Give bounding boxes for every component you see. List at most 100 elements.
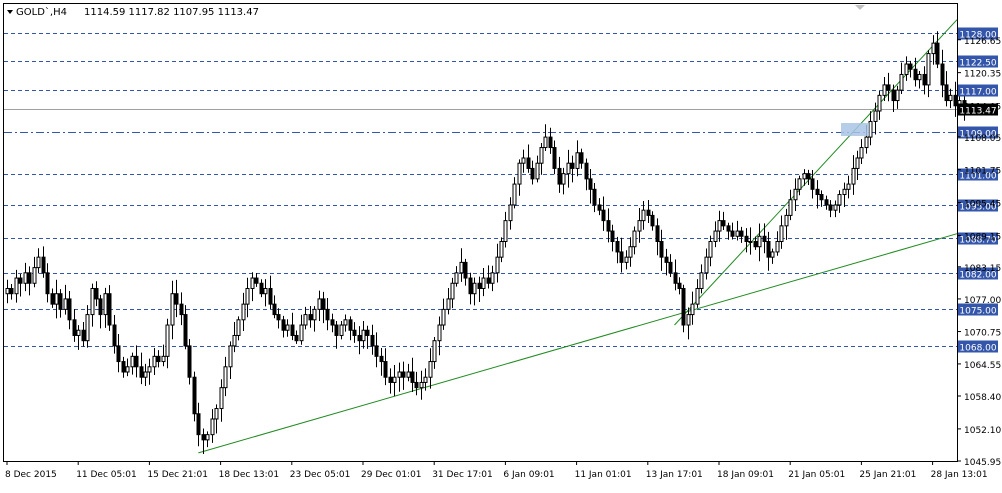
- candle-body: [793, 188, 798, 201]
- candle: [686, 307, 691, 340]
- level-tag: [958, 232, 998, 245]
- candle: [708, 235, 713, 267]
- candle: [548, 127, 553, 154]
- candle: [713, 221, 718, 248]
- candle-body: [54, 293, 59, 305]
- candle-body: [210, 418, 215, 436]
- candle: [797, 175, 802, 196]
- candle-body: [846, 183, 851, 190]
- candle-body: [165, 324, 170, 357]
- candle: [570, 155, 575, 183]
- candle: [5, 279, 10, 304]
- plot-frame: [3, 3, 958, 462]
- selection-box[interactable]: [841, 123, 869, 136]
- candle: [655, 218, 660, 256]
- candle: [410, 357, 415, 392]
- candle: [815, 180, 820, 209]
- candle-body: [637, 220, 642, 232]
- candle: [214, 404, 219, 434]
- candle-body: [641, 209, 646, 222]
- candle: [748, 227, 753, 255]
- candle-body: [14, 277, 19, 295]
- candle-body: [450, 282, 455, 300]
- x-tick-label: 8 Dec 2015: [5, 470, 57, 480]
- candle: [170, 280, 175, 340]
- level-tag-label: 1101.00: [959, 172, 996, 182]
- chart-shift-icon[interactable]: [855, 5, 865, 10]
- candle: [161, 344, 166, 367]
- candle: [477, 276, 482, 303]
- candle-body: [953, 94, 958, 107]
- candle-body: [855, 157, 860, 169]
- symbol-dropdown-icon[interactable]: [7, 10, 13, 14]
- candle-body: [588, 178, 593, 190]
- candle: [566, 149, 571, 188]
- candle-body: [9, 287, 14, 295]
- candle: [112, 314, 117, 354]
- candle: [490, 265, 495, 292]
- candle: [281, 315, 286, 338]
- candle-body: [508, 204, 513, 222]
- candle-body: [859, 147, 864, 159]
- candle: [401, 361, 406, 390]
- candle-body: [259, 282, 264, 295]
- candle: [833, 200, 838, 218]
- candle: [624, 250, 629, 270]
- candle: [107, 285, 112, 331]
- candle: [855, 150, 860, 181]
- candle: [673, 259, 678, 291]
- candle: [512, 177, 517, 209]
- candle-body: [245, 287, 250, 305]
- candle-body: [125, 366, 130, 373]
- candle-body: [201, 434, 206, 441]
- candle: [886, 72, 891, 102]
- candle: [414, 371, 419, 396]
- candle: [334, 321, 339, 349]
- candle: [615, 236, 620, 264]
- candle-body: [374, 345, 379, 357]
- candle: [370, 324, 375, 355]
- candle: [308, 305, 313, 328]
- candle-body: [802, 173, 807, 180]
- candle-body: [272, 303, 277, 316]
- candle-body: [299, 324, 304, 342]
- candle-body: [370, 334, 375, 347]
- candle: [557, 156, 562, 193]
- candle: [236, 316, 241, 341]
- candle-body: [112, 324, 117, 347]
- candle: [245, 277, 250, 318]
- candle: [646, 200, 651, 223]
- candle-body: [521, 157, 526, 164]
- candle: [325, 297, 330, 331]
- candle: [668, 254, 673, 277]
- candle-body: [285, 324, 290, 331]
- candle: [263, 279, 268, 307]
- candle-body: [365, 329, 370, 336]
- candle: [948, 88, 953, 109]
- candle: [94, 281, 99, 307]
- candle: [365, 325, 370, 349]
- candle: [659, 229, 664, 271]
- candle-body: [5, 287, 10, 295]
- candle-body: [263, 287, 268, 295]
- candle-body: [868, 120, 873, 138]
- candle-body: [130, 355, 135, 368]
- candle-body: [228, 345, 233, 368]
- y-tick-label: 1058.40: [964, 393, 1001, 403]
- candle: [828, 200, 833, 218]
- candle-body: [486, 277, 491, 284]
- candle-body: [797, 178, 802, 190]
- candle: [259, 279, 264, 298]
- candle-body: [179, 303, 184, 316]
- candle-body: [419, 381, 424, 389]
- candle-body: [664, 256, 669, 263]
- candle-body: [27, 272, 32, 284]
- candle-body: [913, 68, 918, 81]
- candle: [601, 196, 606, 231]
- candle-body: [423, 376, 428, 383]
- candle-body: [926, 53, 931, 86]
- level-tag: [958, 199, 998, 212]
- candle-body: [294, 334, 299, 342]
- candle: [837, 190, 842, 213]
